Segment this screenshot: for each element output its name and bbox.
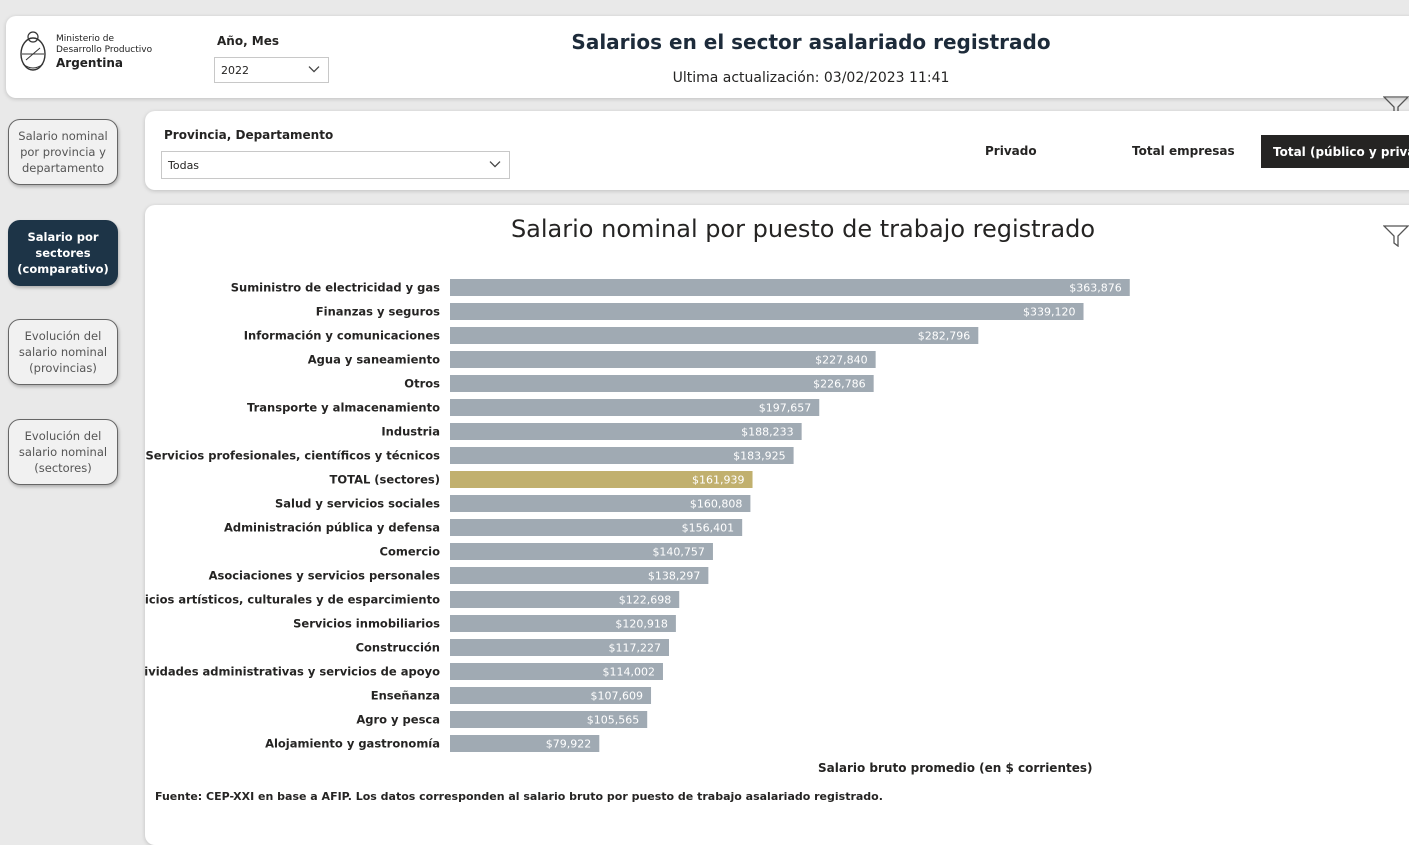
logo-line-1: Ministerio de (56, 33, 115, 44)
category-label: Salud y servicios sociales (275, 497, 440, 511)
chart-title: Salario nominal por puesto de trabajo re… (510, 215, 1096, 243)
bar[interactable] (450, 663, 663, 680)
logo-line-2: Desarrollo Productivo (56, 44, 153, 55)
category-label: Servicios inmobiliarios (293, 617, 440, 631)
ministry-logo: Ministerio de Desarrollo Productivo Arge… (18, 30, 152, 74)
bar[interactable] (450, 711, 648, 728)
nav-button-label: Salario nominal por provincia y departam… (18, 129, 108, 175)
period-dropdown-value: 2022 (221, 63, 249, 77)
category-label: Alojamiento y gastronomía (265, 737, 440, 751)
province-dropdown-value: Todas (168, 158, 200, 172)
last-update-text: Ultima actualización: 03/02/2023 11:41 (672, 70, 950, 86)
bar[interactable] (450, 303, 1084, 320)
bar[interactable] (450, 687, 652, 704)
nav-button-evolucion-sectores[interactable]: Evolución del salario nominal (sectores) (8, 419, 118, 485)
filter-card: Provincia, Departamento Todas Privado To… (145, 111, 1409, 190)
source-note: Fuente: CEP-XXI en base a AFIP. Los dato… (155, 790, 883, 803)
nav-button-label: Evolución del salario nominal (sectores) (18, 429, 108, 475)
segment-total-empresas[interactable]: Total empresas (1132, 144, 1235, 158)
province-dropdown[interactable]: Todas (161, 151, 510, 179)
data-label: $122,698 (619, 594, 672, 607)
category-label: Suministro de electricidad y gas (231, 281, 440, 295)
period-slicer-label: Año, Mes (217, 34, 280, 48)
category-label: Servicios profesionales, científicos y t… (146, 449, 441, 463)
nav-button-label: Salario por sectores (comparativo) (17, 230, 109, 276)
logo-line-3: Argentina (56, 55, 123, 70)
page-title: Salarios en el sector asalariado registr… (571, 30, 1051, 54)
category-label: Comercio (380, 545, 441, 559)
data-label: $282,796 (918, 330, 971, 343)
data-label: $160,808 (690, 498, 743, 511)
category-label: Finanzas y seguros (316, 305, 440, 319)
data-label: $156,401 (682, 522, 735, 535)
bar[interactable] (450, 375, 874, 392)
category-label: TOTAL (sectores) (330, 473, 441, 487)
data-label: $188,233 (741, 426, 794, 439)
data-label: $226,786 (813, 378, 866, 391)
nav-button-evolucion-provincias[interactable]: Evolución del salario nominal (provincia… (8, 319, 118, 385)
segment-privado[interactable]: Privado (985, 144, 1037, 158)
data-label: $114,002 (602, 666, 655, 679)
category-label: Asociaciones y servicios personales (209, 569, 441, 583)
bar[interactable] (450, 495, 751, 512)
province-slicer-label: Provincia, Departamento (164, 128, 334, 142)
category-label: Industria (381, 425, 440, 439)
bar[interactable] (450, 279, 1130, 296)
period-dropdown[interactable]: 2022 (214, 57, 329, 83)
data-label: $79,922 (546, 738, 592, 751)
data-label: $120,918 (615, 618, 668, 631)
nav-button-label: Evolución del salario nominal (provincia… (18, 329, 108, 375)
category-label: Transporte y almacenamiento (247, 401, 440, 415)
chart-card: Salario nominal por puesto de trabajo re… (145, 205, 1409, 845)
data-label: $339,120 (1023, 306, 1076, 319)
bar[interactable] (450, 591, 680, 608)
category-label: Enseñanza (371, 689, 440, 703)
category-label: Servicios artísticos, culturales y de es… (145, 593, 440, 607)
data-label: $140,757 (652, 546, 705, 559)
data-label: $117,227 (608, 642, 661, 655)
data-label: $227,840 (815, 354, 868, 367)
data-label: $183,925 (733, 450, 786, 463)
nav-button-salario-sectores[interactable]: Salario por sectores (comparativo) (8, 220, 118, 286)
argentina-seal-icon (20, 31, 46, 71)
nav-button-salario-provincia[interactable]: Salario nominal por provincia y departam… (8, 119, 118, 185)
data-label: $138,297 (648, 570, 701, 583)
x-axis-label: Salario bruto promedio (en $ corrientes) (818, 761, 1093, 775)
category-label: Administración pública y defensa (224, 521, 440, 535)
chevron-down-icon (489, 161, 501, 168)
data-label: $107,609 (591, 690, 644, 703)
data-label: $363,876 (1069, 282, 1122, 295)
bar[interactable] (450, 423, 802, 440)
bar[interactable] (450, 399, 820, 416)
category-label: Agro y pesca (356, 713, 440, 727)
bar[interactable] (450, 327, 979, 344)
chevron-down-icon (308, 66, 320, 73)
category-label: Otros (404, 377, 440, 391)
bar[interactable] (450, 447, 794, 464)
category-label: Información y comunicaciones (244, 329, 440, 343)
data-label: $105,565 (587, 714, 640, 727)
data-label: $197,657 (759, 402, 812, 415)
chart-filter-icon[interactable] (1383, 225, 1409, 247)
bar[interactable] (450, 567, 709, 584)
category-label: Construcción (356, 641, 440, 655)
category-label: Agua y saneamiento (308, 353, 440, 367)
bar[interactable] (450, 519, 743, 536)
bar[interactable] (450, 351, 876, 368)
bar[interactable] (450, 471, 753, 488)
bar-chart: Suministro de electricidad y gas $363,876… (145, 279, 1130, 752)
segment-total-publico-privado[interactable]: Total (público y privado) (1261, 135, 1409, 168)
header-card: Ministerio de Desarrollo Productivo Arge… (6, 16, 1409, 98)
bar[interactable] (450, 615, 676, 632)
bar[interactable] (450, 543, 713, 560)
category-label: Actividades administrativas y servicios … (145, 665, 440, 679)
bar[interactable] (450, 735, 600, 752)
data-label: $161,939 (692, 474, 745, 487)
bar[interactable] (450, 639, 669, 656)
